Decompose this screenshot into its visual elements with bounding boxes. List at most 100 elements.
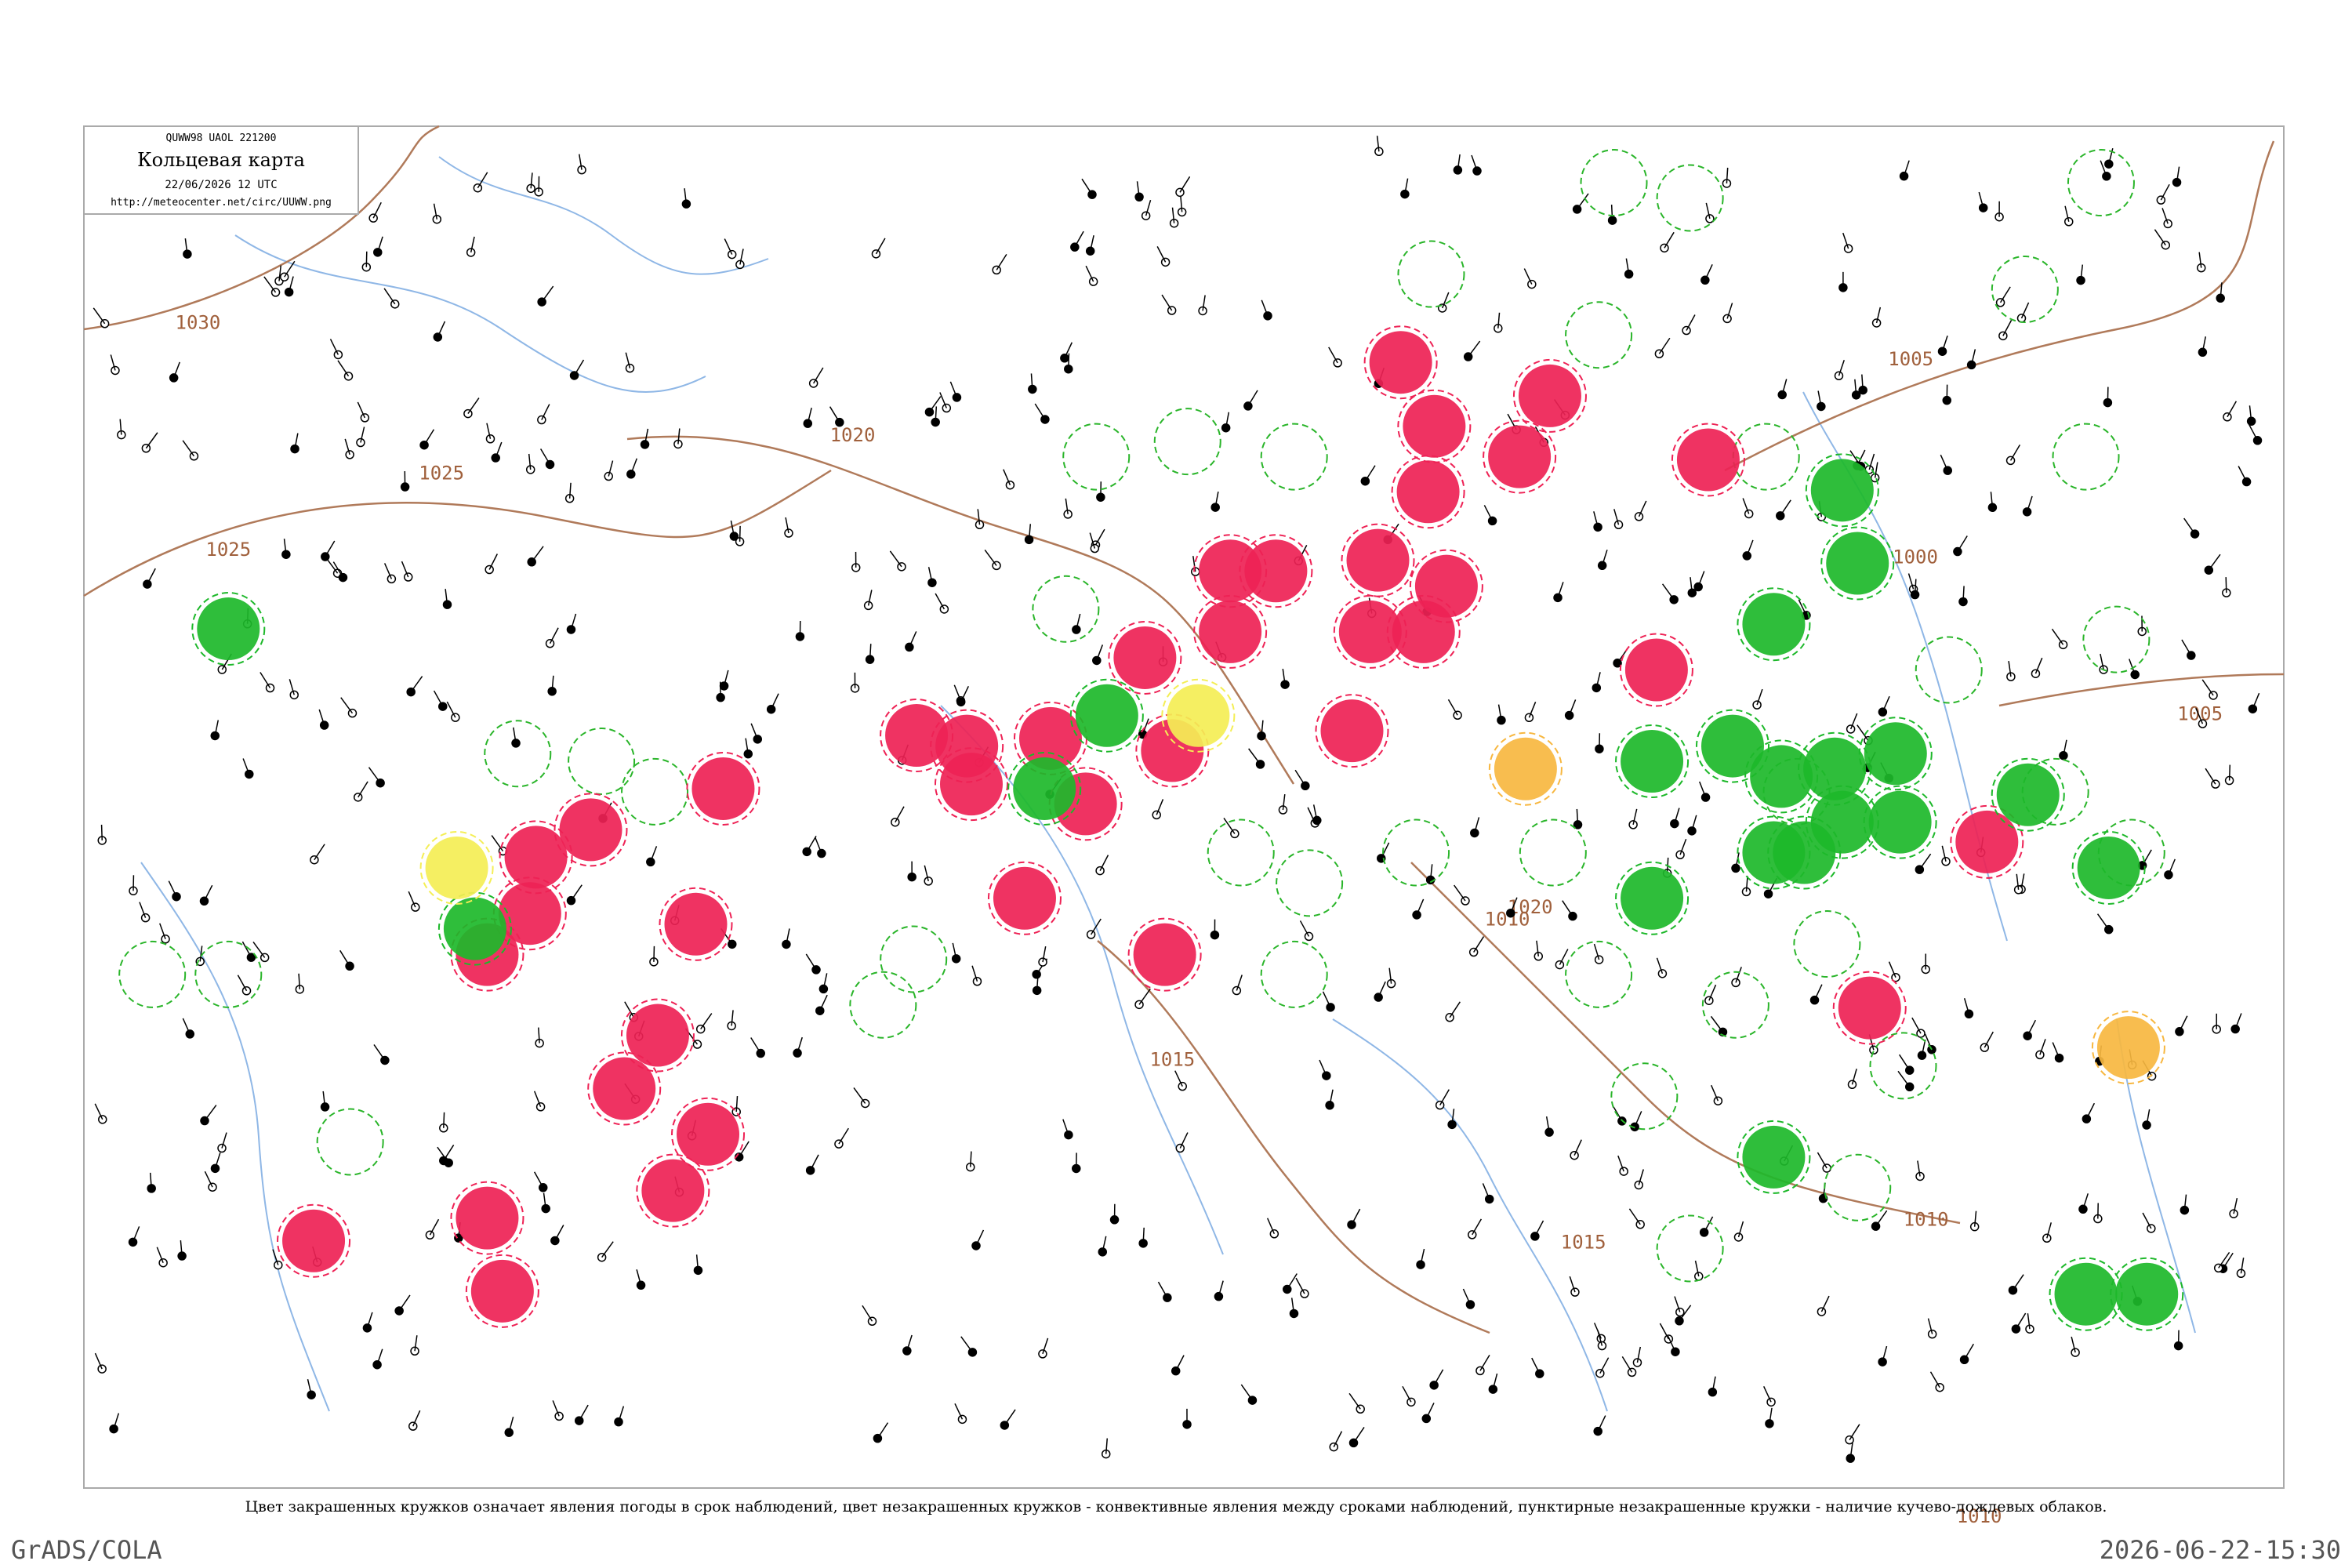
caption: Цвет закрашенных кружков означает явлени… [245,1498,2107,1515]
wind-barb [1247,390,1258,407]
rain-circle [1826,532,1889,595]
storm-circle [1338,600,1402,663]
wind-barb [952,942,957,960]
wind-barb [241,941,252,958]
wind-barb [1479,1354,1490,1371]
storm-circle [939,753,1003,816]
storm-circle-ring [1127,917,1202,992]
wind-barb [377,236,383,253]
wind-barb [204,1171,213,1188]
wind-barb [2233,1198,2238,1214]
rain-circle-ring [191,592,266,666]
wind-barb [278,265,282,281]
wind-barb [372,201,382,219]
rain-circle [1621,730,1684,793]
cb-cloud-ring [194,940,263,1008]
wind-barb [1377,981,1386,998]
wind-barb [2020,302,2030,319]
storm-circle [1199,539,1262,603]
wind-barb [1918,853,1932,870]
storm-circle-ring [934,747,1008,822]
wind-barb [1679,839,1687,855]
storm-circle [470,1259,534,1323]
wind-barb [1439,1089,1450,1106]
wind-barb [1364,465,1376,482]
wind-barb [110,354,116,371]
wind-barb [1202,295,1206,311]
storm-circle-ring [1483,419,1557,494]
cb-cloud-ring [1701,971,1769,1039]
storm-circle [1392,600,1455,663]
wind-barb [2009,445,2021,461]
wind-barb [1161,294,1173,311]
wind-barb [1882,1345,1888,1363]
wind-barb [2179,1015,2188,1033]
wind-barb [1225,412,1230,428]
wind-barb [443,1112,445,1128]
wind-barb [172,361,180,379]
wind-barb [568,482,572,499]
wind-barb [139,902,147,918]
wind-barb [1941,845,1947,862]
rain-circle-ring [1858,717,1933,791]
wind-barb [325,557,339,574]
wind-barb [325,540,336,557]
storm-circle [1838,976,1901,1040]
wind-barb [700,1013,713,1030]
wind-barb [1473,936,1485,953]
wind-barb [1674,808,1680,824]
wind-barb [2034,657,2043,674]
wind-barb [1454,884,1466,902]
footer-left: GrADS/COLA [11,1535,162,1565]
wind-barb [1875,1210,1888,1227]
wind-barb [723,670,729,687]
wind-barb [928,396,942,413]
wind-barb [366,1312,373,1329]
wind-barb [2064,205,2070,222]
header-url: http://meteocenter.net/circ/UUWW.png [111,197,332,209]
storm-circle-ring [554,793,628,867]
wind-barb [960,1336,974,1353]
wind-barb [2234,1013,2242,1029]
wind-barb [2142,1212,2152,1229]
wind-barb [2096,913,2110,931]
wind-barb [984,549,997,566]
header-code: QUWW98 UAOL 221200 [166,132,277,144]
rain-circle-ring [1805,453,1879,528]
header-box [83,125,359,215]
wind-barb [829,406,840,423]
wind-barb [608,460,614,477]
wind-barb [1849,1443,1853,1459]
wind-barb [1849,1424,1860,1441]
wind-barb [1441,292,1450,309]
wind-barb [1726,303,1733,319]
cb-cloud-ring [1610,1062,1679,1131]
wind-barb [1388,967,1392,984]
wind-barb [1899,1054,1911,1071]
wind-barb [1990,492,1994,508]
wind-barb [1179,1132,1189,1149]
wind-barb [1328,347,1338,364]
isobar-label: 1010 [1957,1505,2002,1527]
wind-barb [1593,943,1600,960]
rain-circle-ring [1737,1120,1811,1194]
cb-cloud-ring [1260,423,1328,491]
rain-circle [1075,684,1138,747]
drizzle-circle [425,836,488,899]
wind-barb [1711,1376,1716,1392]
rain-circle-ring [1820,526,1895,601]
wind-barb [1970,349,1976,365]
wind-barb [1705,202,1711,220]
storm-circle-ring [1619,633,1693,707]
wind-barb [1746,539,1754,557]
wind-barb [1703,1216,1714,1233]
wind-barb [2039,1039,2046,1055]
wind-barb [1416,898,1425,916]
wind-barb [1004,1409,1016,1426]
wind-barb [339,949,350,967]
wind-barb [1329,1089,1334,1105]
wind-barb [2146,1109,2151,1126]
wind-barb [423,429,435,446]
wind-barb [1562,900,1573,917]
wind-barb [1613,509,1620,525]
